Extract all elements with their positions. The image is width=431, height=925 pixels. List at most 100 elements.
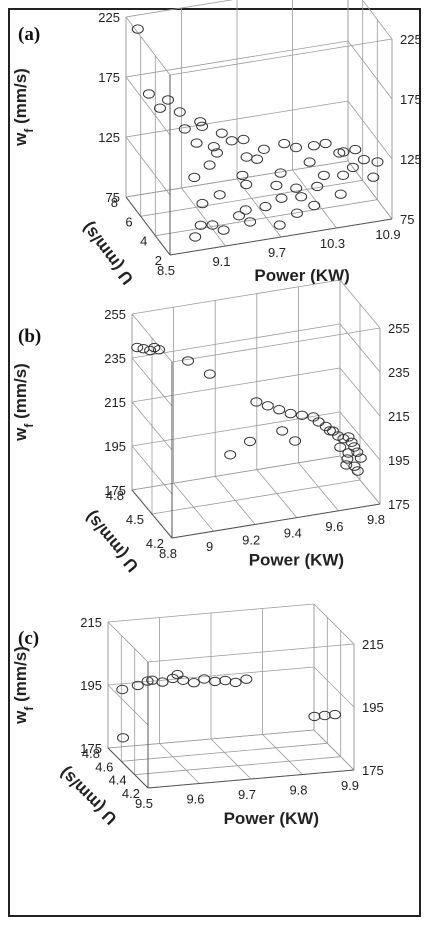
data-point bbox=[273, 405, 286, 415]
data-point bbox=[308, 200, 321, 211]
data-point bbox=[290, 142, 302, 153]
data-point bbox=[329, 709, 341, 720]
data-point bbox=[276, 426, 289, 436]
data-point bbox=[142, 89, 155, 99]
data-point bbox=[225, 136, 238, 146]
z-tick-label-left: 225 bbox=[98, 10, 120, 25]
data-point bbox=[154, 103, 166, 113]
right-wall-grid-z bbox=[339, 367, 381, 417]
data-point bbox=[198, 674, 211, 684]
z-tick-label-right: 175 bbox=[362, 763, 384, 778]
data-point bbox=[209, 676, 221, 687]
x-axis-title: Power (KW) bbox=[249, 550, 344, 569]
right-wall-grid-z bbox=[313, 603, 355, 645]
z-tick-label-left: 125 bbox=[98, 130, 120, 145]
z-tick-label-left: 195 bbox=[104, 439, 126, 454]
z-tick-label-left: 235 bbox=[104, 351, 126, 366]
x-tick-label: 8.8 bbox=[159, 546, 177, 561]
right-wall-grid-z bbox=[313, 666, 355, 708]
z-tick-label-left: 215 bbox=[80, 615, 102, 630]
data-point bbox=[244, 436, 256, 447]
right-wall-grid-z bbox=[339, 323, 381, 373]
y-axis-line bbox=[107, 747, 149, 789]
data-point bbox=[144, 345, 157, 356]
left-wall-grid-z bbox=[131, 445, 173, 495]
data-point bbox=[173, 107, 186, 117]
back-wall-grid-z bbox=[107, 729, 315, 749]
top-front-edge bbox=[171, 327, 381, 363]
data-point bbox=[334, 189, 347, 199]
data-point bbox=[141, 676, 154, 686]
data-point bbox=[259, 201, 272, 212]
floor-grid-y bbox=[134, 756, 341, 776]
back-wall-grid-z bbox=[107, 603, 315, 623]
data-point bbox=[312, 417, 325, 427]
panel-b: 8.8 9 9.2 9.4 9.6 9.84.24.54.8175195215235255… bbox=[11, 279, 410, 576]
data-point bbox=[194, 220, 207, 231]
data-point bbox=[240, 152, 253, 162]
data-point bbox=[188, 172, 201, 183]
data-point bbox=[250, 397, 263, 407]
data-point bbox=[131, 680, 144, 691]
floor-grid-x bbox=[210, 738, 252, 780]
back-wall-grid-z bbox=[125, 0, 234, 18]
data-point bbox=[244, 217, 257, 227]
y-axis-line bbox=[125, 196, 171, 256]
z-tick-label-right: 235 bbox=[388, 365, 410, 380]
right-wall-grid-z bbox=[313, 729, 355, 771]
data-point bbox=[217, 225, 230, 235]
z-tick-label-left: 215 bbox=[104, 395, 126, 410]
z-tick-label-right: 125 bbox=[400, 152, 422, 167]
left-wall-grid-z bbox=[125, 136, 171, 196]
panel-label: (c) bbox=[18, 628, 39, 649]
data-point bbox=[177, 675, 190, 685]
panel-a: 8.59.19.710.310.924687512517522575125175… bbox=[11, 0, 422, 288]
x-tick-label: 9.4 bbox=[284, 526, 302, 541]
data-point bbox=[296, 410, 308, 420]
data-point bbox=[237, 134, 250, 145]
x-axis-line bbox=[171, 503, 381, 539]
x-tick-label: 9.7 bbox=[268, 245, 286, 260]
left-wall-grid-z bbox=[131, 313, 173, 363]
data-point bbox=[190, 138, 203, 148]
floor-grid-x bbox=[159, 743, 200, 784]
x-tick-label: 9.1 bbox=[212, 254, 230, 269]
floor-grid-x bbox=[292, 169, 337, 229]
data-point bbox=[206, 220, 219, 230]
data-point bbox=[317, 170, 330, 181]
data-point bbox=[182, 356, 194, 366]
y-tick-label: 4.2 bbox=[122, 786, 140, 801]
x-axis-line bbox=[169, 218, 393, 256]
data-point bbox=[290, 183, 303, 193]
x-tick-label: 10.3 bbox=[320, 236, 345, 251]
data-point bbox=[117, 733, 129, 743]
floor-grid-y bbox=[121, 742, 328, 762]
floor-grid-y bbox=[140, 179, 363, 217]
x-axis-title: Power (KW) bbox=[224, 809, 319, 828]
x-axis-line bbox=[147, 769, 355, 789]
y-tick-label: 2 bbox=[155, 253, 162, 268]
data-point bbox=[340, 460, 353, 470]
x-tick-label: 9.8 bbox=[367, 512, 385, 527]
y-tick-label: 4.4 bbox=[109, 773, 127, 788]
right-wall-grid-z bbox=[347, 100, 393, 160]
z-tick-label-right: 175 bbox=[388, 497, 410, 512]
data-point bbox=[337, 170, 350, 181]
z-tick-label-left: 175 bbox=[104, 483, 126, 498]
z-tick-label-right: 175 bbox=[400, 92, 422, 107]
data-point bbox=[213, 190, 226, 200]
panel-label: (a) bbox=[18, 24, 40, 45]
data-point bbox=[251, 154, 264, 164]
z-tick-label-right: 75 bbox=[400, 212, 414, 227]
z-tick-label-right: 215 bbox=[362, 637, 384, 652]
z-tick-label-left: 175 bbox=[98, 70, 120, 85]
left-wall-grid-z bbox=[131, 357, 173, 407]
left-wall-grid-z bbox=[131, 401, 173, 451]
data-point bbox=[319, 138, 332, 149]
floor-grid-y bbox=[151, 479, 361, 515]
data-point bbox=[303, 157, 316, 167]
data-point bbox=[240, 179, 253, 190]
data-point bbox=[131, 342, 144, 353]
data-point bbox=[291, 208, 303, 218]
data-point bbox=[295, 192, 308, 202]
